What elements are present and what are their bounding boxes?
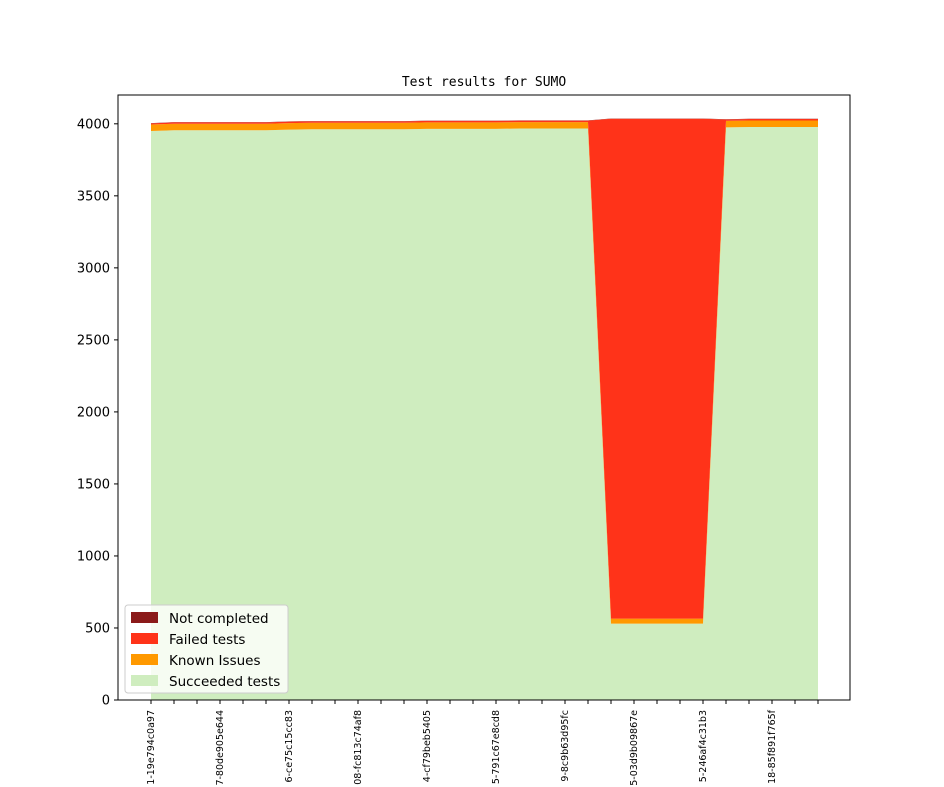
x-tick-label: 18-85f891f765f [767,709,778,784]
area-series-group [151,118,818,701]
y-tick-label: 500 [85,621,110,636]
legend-swatch-known-issues [131,654,158,665]
legend-label-known-issues: Known Issues [169,653,261,669]
x-tick-label: 1-19e794c0a97 [146,710,157,785]
area-succeeded-tests [151,126,818,701]
y-tick-label: 0 [102,694,110,709]
x-tick-label: 08-fc813c74af8 [353,710,364,785]
chart-title: Test results for SUMO [402,75,567,90]
legend-box [124,604,289,694]
x-tick-label: 9-8c9b63d95fc [560,710,571,782]
legend-swatch-succeeded-tests [131,675,158,686]
x-tick-label: 4-cf79beb5405 [422,710,433,782]
y-tick-label: 1500 [77,477,110,492]
y-tick-label: 2500 [77,333,110,348]
legend-label-failed-tests: Failed tests [169,632,245,648]
x-tick-label: 5-03d9b09867e [629,710,640,786]
area-not-completed [151,118,818,124]
x-tick-label: 5-791c67e8cd8 [491,710,502,784]
x-tick-label: 7-80de905e644 [215,710,226,786]
x-axis: 1-19e794c0a97 7-80de905e644 6-ce75c15cc83 0… [146,700,819,786]
y-tick-label: 4000 [77,117,110,132]
y-tick-label: 3000 [77,261,110,276]
x-tick-label: 6-ce75c15cc83 [284,710,295,782]
y-tick-label: 3500 [77,189,110,204]
x-tick-label: 5-246af4c31b3 [698,710,709,782]
legend-label-succeeded-tests: Succeeded tests [169,674,280,690]
legend-swatch-failed-tests [131,633,158,644]
legend: Not completed Failed tests Known Issues Suc… [124,604,289,694]
plot-frame [117,94,851,701]
y-tick-label: 2000 [77,405,110,420]
legend-label-not-completed: Not completed [169,611,269,627]
y-tick-label: 1000 [77,549,110,564]
legend-swatch-not-completed [131,612,158,623]
area-failed-tests [151,118,818,619]
y-axis: 0 500 1000 1500 2000 2500 3000 3500 4000 [77,117,118,709]
